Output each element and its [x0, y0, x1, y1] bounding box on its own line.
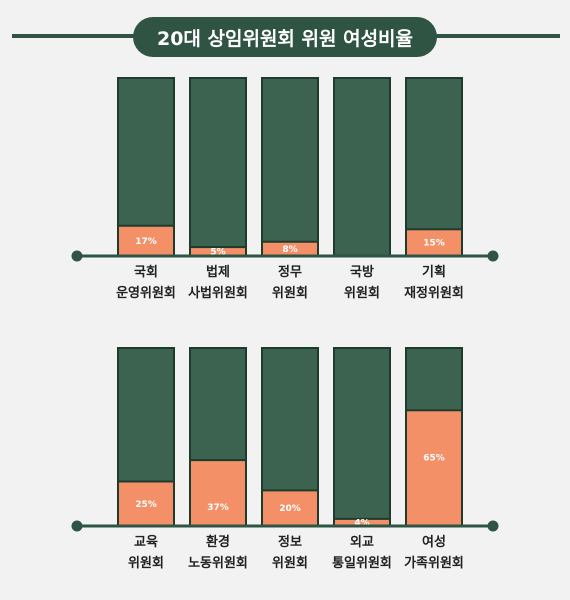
axis-end-dot — [487, 250, 499, 262]
category-label: 국방 — [350, 264, 374, 280]
category-label: 국회 — [134, 264, 158, 280]
bar-value-label: 20% — [279, 504, 301, 514]
category-label: 사법위원회 — [188, 285, 248, 301]
category-label: 위원회 — [128, 555, 164, 571]
category-label: 여성 — [422, 534, 446, 550]
axis-end-dot — [71, 520, 83, 532]
category-label: 정무 — [278, 264, 302, 280]
category-label: 법제 — [206, 264, 230, 280]
bar-value-label: 25% — [135, 500, 157, 510]
category-label: 운영위원회 — [116, 285, 176, 301]
bar-value-label: 15% — [423, 239, 445, 249]
category-label: 교육 — [134, 534, 158, 550]
category-label: 재정위원회 — [404, 285, 464, 301]
category-label: 가족위원회 — [404, 555, 464, 571]
category-label: 위원회 — [272, 285, 308, 301]
bar-female — [405, 228, 463, 258]
category-label: 기획 — [422, 264, 446, 280]
axis-end-dot — [487, 520, 499, 532]
category-label: 정보 — [278, 534, 302, 550]
bar-value-label: 65% — [423, 453, 445, 463]
chart-title: 20대 상임위원회 위원 여성비율 — [133, 17, 437, 57]
category-label: 통일위원회 — [332, 555, 392, 571]
category-label: 노동위원회 — [188, 555, 248, 571]
category-label: 위원회 — [344, 285, 380, 301]
category-label: 외교 — [350, 534, 374, 550]
bar-female — [117, 480, 175, 527]
bar-total — [189, 77, 247, 257]
bar-value-label: 37% — [207, 503, 229, 513]
bar-total — [261, 77, 319, 257]
bar-value-label: 8% — [282, 245, 297, 255]
category-label: 환경 — [206, 534, 230, 550]
bar-total — [333, 347, 391, 527]
bar-value-label: 17% — [135, 237, 157, 247]
bar-female — [261, 489, 319, 527]
bar-female — [405, 409, 463, 527]
axis-end-dot — [71, 250, 83, 262]
category-label: 위원회 — [272, 555, 308, 571]
bar-value-label: 4% — [354, 518, 369, 528]
bar-female — [189, 459, 247, 528]
bar-total — [333, 77, 391, 257]
bar-value-label: 5% — [210, 248, 225, 258]
